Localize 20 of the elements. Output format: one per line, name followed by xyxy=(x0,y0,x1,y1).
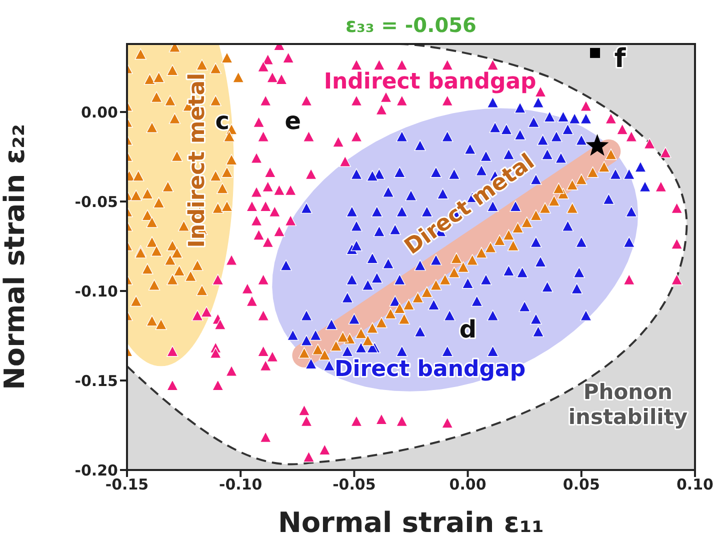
x-axis-title: Normal strain ε₁₁ xyxy=(278,506,544,539)
y-tick-label: 0.00 xyxy=(80,103,118,122)
x-tick-label: 0.10 xyxy=(676,476,714,494)
annotation: f xyxy=(614,44,626,74)
annotation: Indirect bandgap xyxy=(324,70,536,94)
y-tick-label: -0.10 xyxy=(74,282,118,300)
annotation: d xyxy=(459,314,477,343)
annotation: Direct bandgap xyxy=(334,356,526,382)
y-axis-title: Normal strain ε₂₂ xyxy=(0,124,31,390)
annotation: c xyxy=(215,106,230,135)
annotation: Indirect metal xyxy=(184,72,210,248)
x-tick-label: -0.05 xyxy=(332,476,376,494)
x-tick-label: -0.10 xyxy=(218,476,262,494)
y-tick-label: -0.05 xyxy=(74,192,118,211)
annotation: e xyxy=(284,106,301,135)
annotation: Phonon instability xyxy=(568,380,688,429)
y-tick-label: -0.15 xyxy=(74,372,118,390)
x-tick-label: 0.00 xyxy=(449,476,486,494)
x-tick-label: 0.05 xyxy=(562,476,600,494)
chart-title: ε₃₃ = -0.056 xyxy=(346,13,476,37)
